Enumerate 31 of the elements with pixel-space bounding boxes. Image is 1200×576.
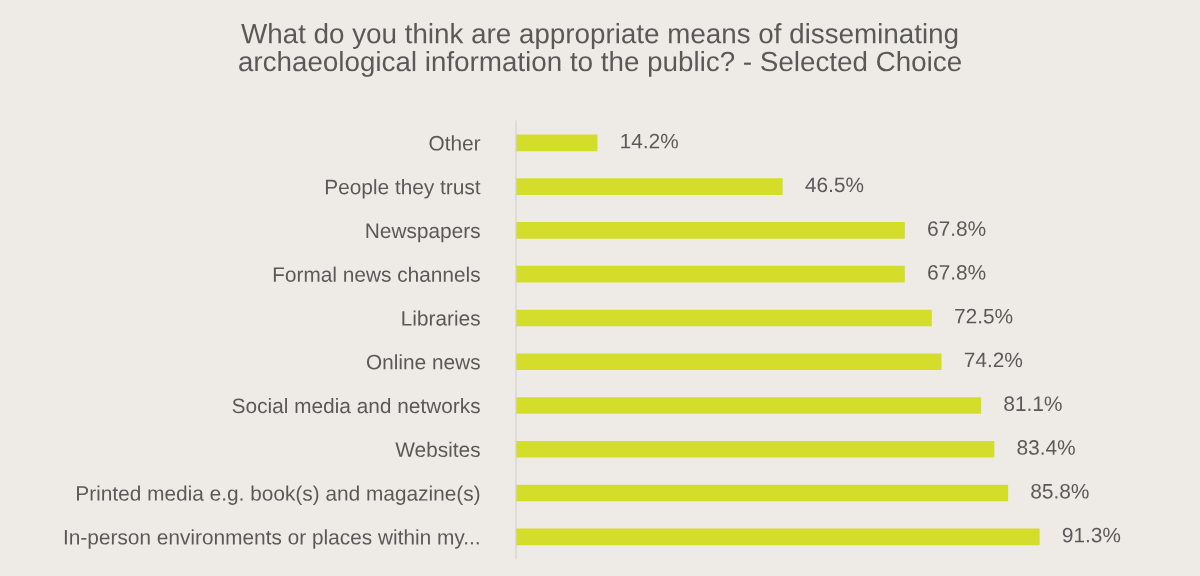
bar <box>516 353 942 371</box>
data-label: 67.8% <box>928 221 986 236</box>
y-tick-label: Other <box>429 135 481 151</box>
y-tick-label: Printed media e.g. book(s) and magazine(s) <box>77 485 480 505</box>
y-tick-label: Social media and networks <box>232 397 480 414</box>
data-label: 72.5% <box>955 308 1013 324</box>
y-tick-label: People they trust <box>325 179 481 199</box>
y-tick-label: Online news <box>366 354 480 370</box>
y-tick-label: Libraries <box>402 310 480 326</box>
bar <box>516 309 932 327</box>
bar <box>516 265 905 283</box>
bar <box>516 484 1009 502</box>
bar <box>516 134 598 152</box>
bar <box>516 178 783 195</box>
bar <box>516 397 982 414</box>
bar <box>516 222 905 239</box>
y-tick-label: Newspapers <box>366 223 480 243</box>
bar <box>516 440 995 458</box>
data-label: 85.8% <box>1031 483 1089 499</box>
y-tick-label: Formal news channels <box>273 266 480 282</box>
data-label: 81.1% <box>1004 396 1062 412</box>
y-tick-label: In-person environments or places within my... <box>64 529 479 549</box>
data-label: 46.5% <box>805 177 864 193</box>
data-label: 14.2% <box>621 133 678 149</box>
data-label: 74.2% <box>964 352 1023 368</box>
chart-title: What do you think are appropriate means of disseminating archaeological information to the public? - Selected Choice <box>239 23 961 77</box>
data-label: 67.8% <box>928 265 986 280</box>
y-tick-label: Websites <box>395 441 480 458</box>
bar <box>516 528 1040 546</box>
data-label: 91.3% <box>1062 527 1121 543</box>
data-label: 83.4% <box>1017 440 1075 455</box>
